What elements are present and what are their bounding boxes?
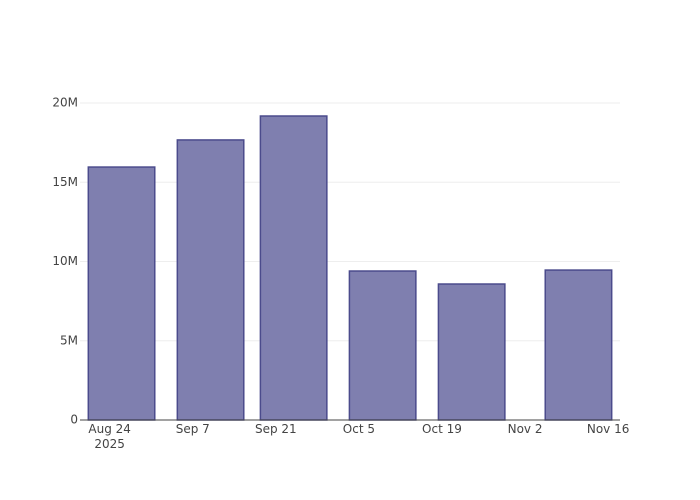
y-tick-label: 10M xyxy=(52,254,78,268)
y-tick-label: 20M xyxy=(52,96,78,110)
bar xyxy=(544,269,613,421)
x-tick-label: Sep 7 xyxy=(175,422,210,436)
x-tick-label: Aug 24 2025 xyxy=(88,422,131,451)
bar xyxy=(87,166,156,421)
y-tick-label: 5M xyxy=(60,333,78,347)
y-tick-label: 15M xyxy=(52,175,78,189)
bar xyxy=(348,270,417,421)
y-tick-label: 0 xyxy=(70,413,78,427)
x-tick-label: Nov 16 xyxy=(586,422,630,436)
bar xyxy=(437,283,506,421)
x-tick-label: Nov 2 xyxy=(507,422,543,436)
x-tick-label: Sep 21 xyxy=(254,422,297,436)
x-tick-label: Oct 19 xyxy=(422,422,462,436)
bar xyxy=(176,139,245,421)
bar xyxy=(259,115,328,421)
x-tick-label: Oct 5 xyxy=(342,422,375,436)
